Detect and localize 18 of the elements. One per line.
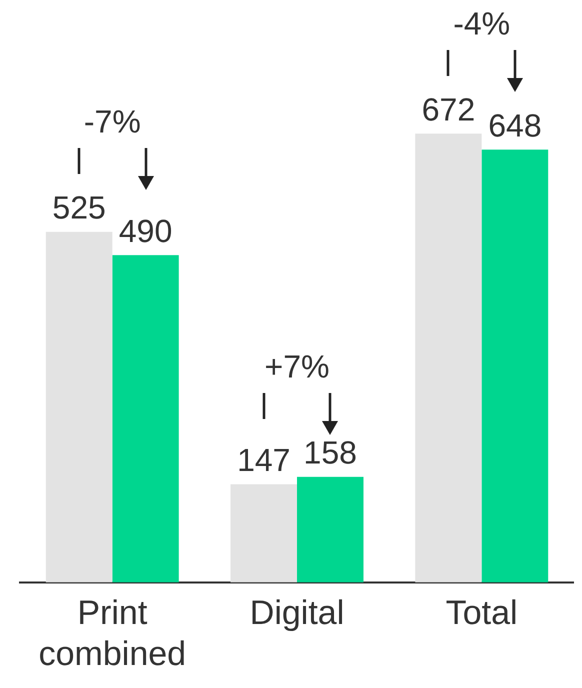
x-tick-label: Total	[446, 594, 518, 632]
data-label: 158	[304, 434, 357, 471]
annotation: +7%	[264, 348, 330, 385]
annotation: -7%	[84, 104, 141, 140]
data-label: 525	[52, 190, 106, 226]
x-tick-label: Print combined	[38, 594, 186, 673]
bar	[482, 150, 548, 582]
bar	[297, 476, 364, 582]
bar	[415, 134, 482, 582]
data-label: 490	[118, 213, 172, 250]
data-label: 672	[422, 91, 476, 128]
bar	[112, 255, 179, 582]
data-label: 648	[488, 108, 542, 144]
data-label: 147	[237, 442, 290, 478]
x-tick-label: Digital	[250, 594, 344, 632]
text: -4%	[453, 5, 510, 42]
bar	[46, 232, 112, 582]
bar	[230, 484, 297, 582]
